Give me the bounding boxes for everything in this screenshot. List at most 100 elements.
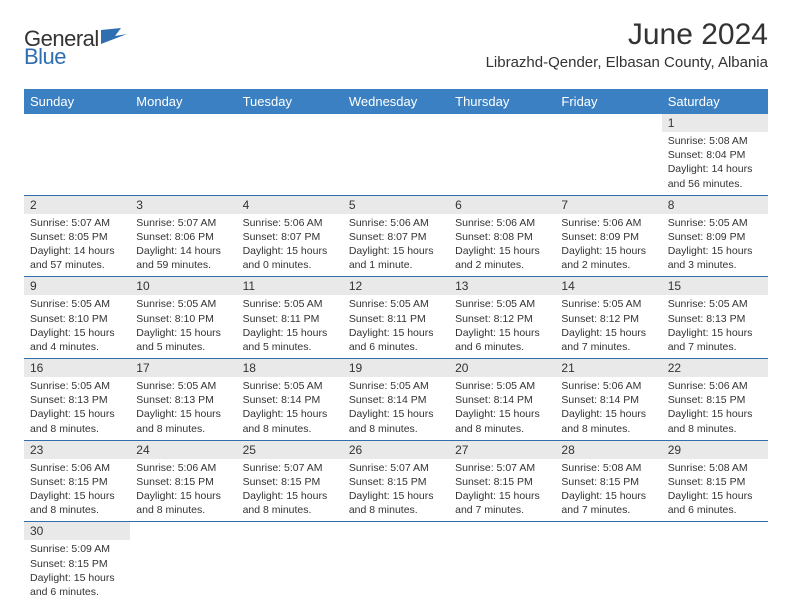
day-number: 23 [24,441,130,459]
day-details: Sunrise: 5:06 AMSunset: 8:09 PMDaylight:… [555,214,661,277]
day-number: 7 [555,196,661,214]
daylight-line: Daylight: 15 hours and 3 minutes. [668,244,762,272]
sunset-line: Sunset: 8:14 PM [561,393,655,407]
day-number: 20 [449,359,555,377]
day-number: 9 [24,277,130,295]
title-block: June 2024 Librazhd-Qender, Elbasan Count… [486,18,768,71]
calendar-day-cell: 26Sunrise: 5:07 AMSunset: 8:15 PMDayligh… [343,440,449,522]
sunset-line: Sunset: 8:15 PM [243,475,337,489]
day-number: 3 [130,196,236,214]
day-number: 16 [24,359,130,377]
daylight-line: Daylight: 14 hours and 59 minutes. [136,244,230,272]
calendar-day-cell [24,114,130,195]
day-number: 18 [237,359,343,377]
daylight-line: Daylight: 15 hours and 8 minutes. [243,407,337,435]
daylight-line: Daylight: 15 hours and 6 minutes. [30,571,124,599]
calendar-day-cell [130,522,236,603]
calendar-day-cell [449,114,555,195]
sunset-line: Sunset: 8:13 PM [668,312,762,326]
day-number: 11 [237,277,343,295]
sunrise-line: Sunrise: 5:05 AM [455,297,549,311]
day-details: Sunrise: 5:06 AMSunset: 8:15 PMDaylight:… [130,459,236,522]
calendar-day-cell: 22Sunrise: 5:06 AMSunset: 8:15 PMDayligh… [662,359,768,441]
sunset-line: Sunset: 8:07 PM [243,230,337,244]
calendar-day-cell: 16Sunrise: 5:05 AMSunset: 8:13 PMDayligh… [24,359,130,441]
calendar-day-cell: 5Sunrise: 5:06 AMSunset: 8:07 PMDaylight… [343,195,449,277]
calendar-day-cell [130,114,236,195]
calendar-day-cell [237,114,343,195]
calendar-day-cell: 9 Sunrise: 5:05 AMSunset: 8:10 PMDaylight… [24,277,130,359]
header: General June 2024 Librazhd-Qender, Elbas… [24,18,768,71]
daylight-line: Daylight: 15 hours and 8 minutes. [136,407,230,435]
calendar-day-cell: 12Sunrise: 5:05 AMSunset: 8:11 PMDayligh… [343,277,449,359]
weekday-header: Saturday [662,89,768,114]
day-number: 13 [449,277,555,295]
daylight-line: Daylight: 14 hours and 57 minutes. [30,244,124,272]
weekday-header-row: Sunday Monday Tuesday Wednesday Thursday… [24,89,768,114]
sunrise-line: Sunrise: 5:06 AM [136,461,230,475]
calendar-day-cell: 21Sunrise: 5:06 AMSunset: 8:14 PMDayligh… [555,359,661,441]
calendar-day-cell: 25Sunrise: 5:07 AMSunset: 8:15 PMDayligh… [237,440,343,522]
calendar-day-cell: 11Sunrise: 5:05 AMSunset: 8:11 PMDayligh… [237,277,343,359]
day-details: Sunrise: 5:06 AMSunset: 8:08 PMDaylight:… [449,214,555,277]
calendar-day-cell: 14Sunrise: 5:05 AMSunset: 8:12 PMDayligh… [555,277,661,359]
calendar-day-cell: 19Sunrise: 5:05 AMSunset: 8:14 PMDayligh… [343,359,449,441]
calendar-day-cell: 6Sunrise: 5:06 AMSunset: 8:08 PMDaylight… [449,195,555,277]
sunrise-line: Sunrise: 5:06 AM [30,461,124,475]
daylight-line: Daylight: 15 hours and 7 minutes. [668,326,762,354]
calendar-day-cell [237,522,343,603]
sunset-line: Sunset: 8:15 PM [455,475,549,489]
sunset-line: Sunset: 8:15 PM [668,393,762,407]
daylight-line: Daylight: 15 hours and 4 minutes. [30,326,124,354]
day-details: Sunrise: 5:05 AMSunset: 8:14 PMDaylight:… [237,377,343,440]
sunrise-line: Sunrise: 5:07 AM [136,216,230,230]
daylight-line: Daylight: 15 hours and 8 minutes. [561,407,655,435]
daylight-line: Daylight: 15 hours and 6 minutes. [349,326,443,354]
calendar-day-cell: 8Sunrise: 5:05 AMSunset: 8:09 PMDaylight… [662,195,768,277]
day-details: Sunrise: 5:05 AMSunset: 8:14 PMDaylight:… [343,377,449,440]
calendar-day-cell: 17Sunrise: 5:05 AMSunset: 8:13 PMDayligh… [130,359,236,441]
daylight-line: Daylight: 15 hours and 8 minutes. [30,407,124,435]
daylight-line: Daylight: 15 hours and 2 minutes. [455,244,549,272]
calendar-day-cell: 13Sunrise: 5:05 AMSunset: 8:12 PMDayligh… [449,277,555,359]
sunrise-line: Sunrise: 5:05 AM [668,216,762,230]
day-number: 19 [343,359,449,377]
day-details: Sunrise: 5:08 AMSunset: 8:04 PMDaylight:… [662,132,768,195]
sunrise-line: Sunrise: 5:05 AM [30,379,124,393]
calendar-week-row: 23Sunrise: 5:06 AMSunset: 8:15 PMDayligh… [24,440,768,522]
calendar-day-cell: 3Sunrise: 5:07 AMSunset: 8:06 PMDaylight… [130,195,236,277]
sunrise-line: Sunrise: 5:06 AM [561,216,655,230]
weekday-header: Tuesday [237,89,343,114]
day-number: 8 [662,196,768,214]
day-number: 17 [130,359,236,377]
sunrise-line: Sunrise: 5:05 AM [349,297,443,311]
calendar-day-cell [343,522,449,603]
sunset-line: Sunset: 8:10 PM [136,312,230,326]
day-details: Sunrise: 5:05 AMSunset: 8:14 PMDaylight:… [449,377,555,440]
sunset-line: Sunset: 8:08 PM [455,230,549,244]
calendar-day-cell [555,522,661,603]
daylight-line: Daylight: 15 hours and 8 minutes. [30,489,124,517]
calendar-week-row: 2Sunrise: 5:07 AMSunset: 8:05 PMDaylight… [24,195,768,277]
sunset-line: Sunset: 8:10 PM [30,312,124,326]
day-details: Sunrise: 5:06 AMSunset: 8:07 PMDaylight:… [237,214,343,277]
calendar-day-cell: 24Sunrise: 5:06 AMSunset: 8:15 PMDayligh… [130,440,236,522]
day-number: 2 [24,196,130,214]
sunrise-line: Sunrise: 5:05 AM [243,297,337,311]
month-title: June 2024 [486,18,768,52]
sunrise-line: Sunrise: 5:05 AM [30,297,124,311]
sunrise-line: Sunrise: 5:06 AM [455,216,549,230]
day-number: 4 [237,196,343,214]
sunset-line: Sunset: 8:11 PM [243,312,337,326]
day-number: 1 [662,114,768,132]
calendar-day-cell: 4Sunrise: 5:06 AMSunset: 8:07 PMDaylight… [237,195,343,277]
day-details: Sunrise: 5:06 AMSunset: 8:14 PMDaylight:… [555,377,661,440]
brand-text-blue: Blue [24,44,66,69]
day-number: 10 [130,277,236,295]
calendar-week-row: 16Sunrise: 5:05 AMSunset: 8:13 PMDayligh… [24,359,768,441]
weekday-header: Thursday [449,89,555,114]
calendar-day-cell: 28Sunrise: 5:08 AMSunset: 8:15 PMDayligh… [555,440,661,522]
calendar-day-cell [555,114,661,195]
sunrise-line: Sunrise: 5:06 AM [243,216,337,230]
daylight-line: Daylight: 15 hours and 8 minutes. [668,407,762,435]
